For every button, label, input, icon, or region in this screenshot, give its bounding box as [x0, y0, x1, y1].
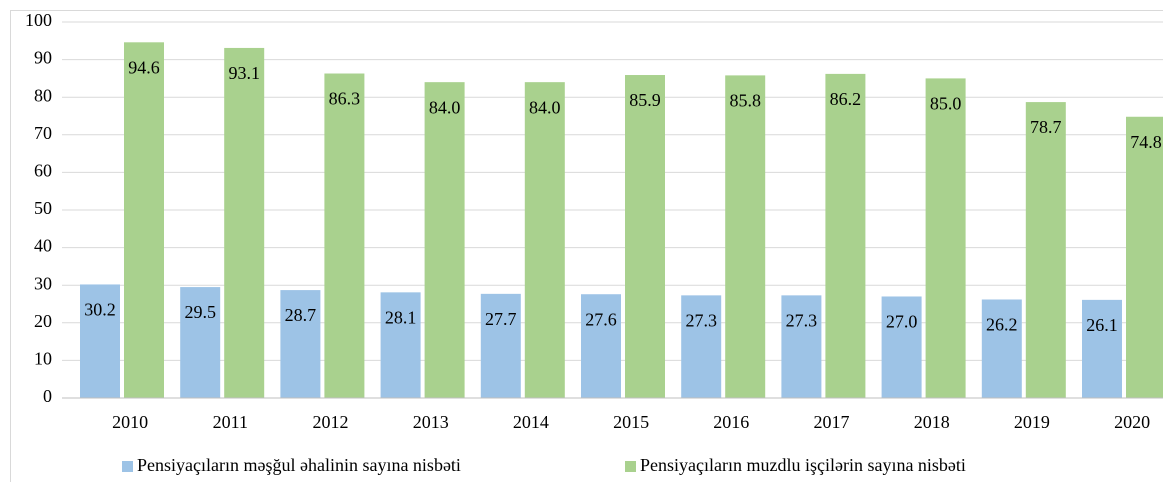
data-label: 30.2: [84, 300, 116, 320]
data-label: 86.3: [329, 89, 361, 109]
data-label: 93.1: [228, 63, 260, 83]
data-label: 27.3: [786, 310, 818, 330]
bar: [581, 294, 621, 398]
data-label: 94.6: [128, 57, 160, 77]
bar: [1126, 116, 1163, 398]
x-tick-label: 2011: [213, 412, 248, 432]
bar: [1025, 102, 1066, 398]
bar: [80, 284, 120, 398]
y-tick-label: 100: [25, 10, 52, 30]
y-tick-label: 10: [34, 349, 52, 369]
data-label: 85.8: [729, 91, 761, 111]
bar: [981, 299, 1022, 398]
y-tick-label: 80: [34, 85, 52, 105]
bar: [925, 78, 966, 399]
data-label: 27.0: [886, 312, 918, 332]
bar: [280, 290, 321, 398]
y-tick-label: 0: [43, 386, 52, 406]
chart-frame: [10, 10, 1163, 482]
x-tick-label: 2019: [1014, 412, 1050, 432]
bar: [625, 75, 665, 399]
y-tick-label: 50: [34, 198, 52, 218]
data-label: 84.0: [529, 97, 561, 117]
y-tick-label: 30: [34, 273, 52, 293]
data-label: 85.0: [930, 94, 962, 114]
bar: [725, 75, 766, 398]
x-tick-label: 2017: [814, 412, 850, 432]
bar: [180, 287, 221, 398]
data-label: 26.1: [1086, 315, 1118, 335]
data-label: 27.7: [485, 309, 517, 329]
bar: [881, 296, 922, 398]
bar: [681, 295, 722, 398]
legend-swatch: [625, 461, 636, 472]
data-label: 28.1: [385, 307, 417, 327]
data-label: 27.6: [585, 309, 617, 329]
data-label: 78.7: [1030, 117, 1062, 137]
data-label: 85.9: [629, 90, 661, 110]
y-tick-label: 90: [34, 48, 52, 68]
x-tick-label: 2020: [1114, 412, 1150, 432]
bar: [424, 82, 465, 398]
bar: [524, 82, 565, 398]
bar: [124, 42, 164, 398]
y-tick-label: 60: [34, 161, 52, 181]
bar: [1082, 299, 1122, 398]
x-tick-label: 2016: [713, 412, 749, 432]
y-tick-label: 40: [34, 236, 52, 256]
bar: [825, 73, 866, 398]
x-tick-label: 2012: [313, 412, 349, 432]
bar: [380, 292, 421, 398]
data-label: 74.8: [1130, 132, 1162, 152]
data-label: 86.2: [830, 89, 862, 109]
x-tick-label: 2015: [613, 412, 649, 432]
x-tick-label: 2018: [914, 412, 950, 432]
x-tick-label: 2010: [112, 412, 148, 432]
data-label: 84.0: [429, 97, 461, 117]
x-tick-label: 2014: [513, 412, 549, 432]
bar: [324, 73, 365, 399]
data-label: 29.5: [184, 302, 216, 322]
legend-label: Pensiyaçıların muzdlu işçilərin sayına n…: [640, 455, 966, 475]
data-label: 28.7: [285, 305, 317, 325]
bar: [224, 47, 265, 398]
x-tick-label: 2013: [413, 412, 449, 432]
bar: [480, 293, 521, 398]
data-label: 26.2: [986, 315, 1018, 335]
legend-label: Pensiyaçıların məşğul əhalinin sayına ni…: [137, 455, 461, 475]
y-tick-label: 20: [34, 311, 52, 331]
y-tick-label: 70: [34, 123, 52, 143]
legend-swatch: [122, 461, 133, 472]
bar: [781, 295, 822, 398]
data-label: 27.3: [685, 310, 717, 330]
